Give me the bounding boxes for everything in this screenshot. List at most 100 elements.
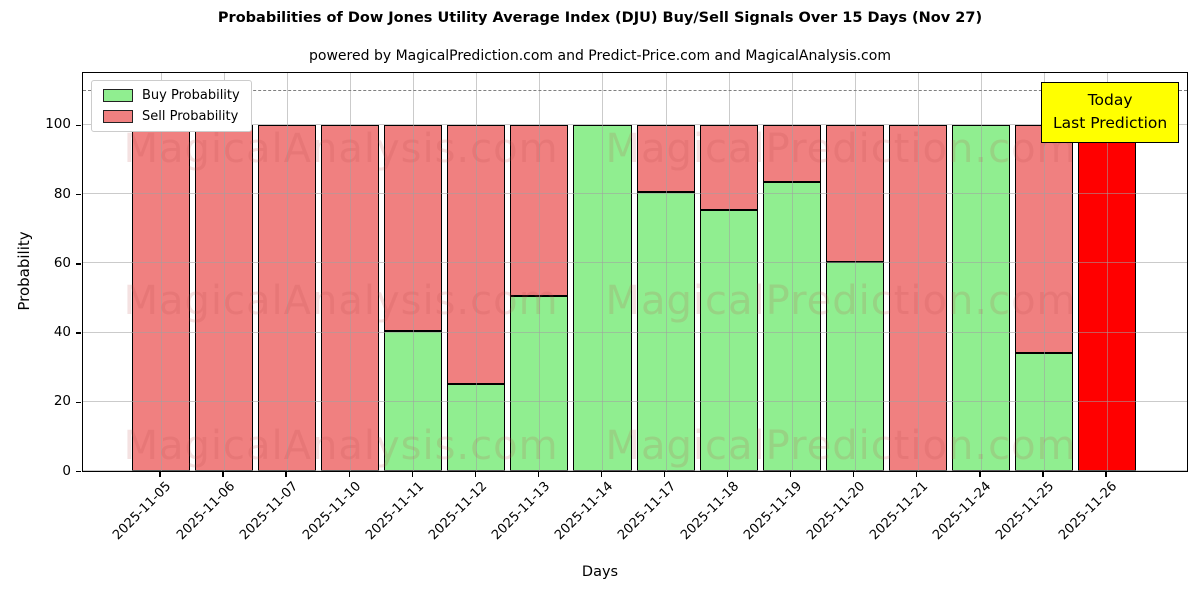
stacked-bar — [825, 73, 884, 471]
stacked-bar — [510, 73, 569, 471]
x-tick — [663, 471, 666, 477]
x-tick-label-text: 2025-11-06 — [173, 478, 238, 543]
y-tick — [75, 332, 81, 334]
stacked-bar — [573, 73, 632, 471]
y-tick-label: 40 — [53, 324, 71, 341]
buy-segment — [636, 192, 695, 471]
x-tick-label-text: 2025-11-12 — [425, 478, 490, 543]
stacked-bar — [636, 73, 695, 471]
y-axis-label: Probability — [15, 231, 33, 311]
x-tick-label-text: 2025-11-18 — [678, 478, 743, 543]
y-tick-label: 100 — [45, 116, 71, 133]
legend-swatch-buy — [103, 89, 133, 102]
x-tick-label-text: 2025-11-21 — [867, 478, 932, 543]
x-tick-label-text: 2025-11-17 — [615, 478, 680, 543]
x-tick — [285, 471, 287, 477]
stacked-bar — [699, 73, 758, 471]
x-tick-label-text: 2025-11-26 — [1056, 478, 1121, 543]
sell-segment — [447, 124, 506, 385]
buy-segment — [384, 330, 443, 471]
buy-segment — [447, 384, 506, 471]
x-tick-label-text: 2025-11-10 — [299, 478, 364, 543]
buy-segment — [1014, 353, 1073, 471]
buy-segment — [573, 124, 632, 471]
legend-item-buy: Buy Probability — [103, 88, 240, 103]
sell-segment — [384, 124, 443, 331]
y-tick — [75, 470, 81, 473]
legend: Buy Probability Sell Probability — [91, 80, 252, 132]
legend-item-sell: Sell Probability — [103, 109, 240, 124]
buy-segment — [510, 296, 569, 471]
stacked-bar — [195, 73, 254, 471]
x-tick — [411, 471, 413, 477]
y-tick — [75, 401, 81, 403]
buy-segment — [825, 261, 884, 471]
chart-title: Probabilities of Dow Jones Utility Avera… — [217, 10, 983, 26]
y-tick — [75, 124, 81, 127]
y-tick — [75, 193, 81, 196]
stacked-bar — [132, 73, 191, 471]
x-tick — [348, 471, 350, 477]
plot-area: MagicalAnalysis.comMagicalPrediction.com… — [82, 72, 1188, 472]
stacked-bar — [384, 73, 443, 471]
y-tick-label: 20 — [53, 393, 71, 410]
x-tick-label-text: 2025-11-14 — [552, 478, 617, 543]
stacked-bar — [888, 73, 947, 471]
legend-label-buy: Buy Probability — [142, 88, 240, 103]
x-tick — [222, 471, 224, 477]
x-tick-label-text: 2025-11-20 — [804, 478, 869, 543]
x-tick — [1042, 471, 1044, 477]
x-tick-label-text: 2025-11-05 — [110, 478, 175, 543]
x-tick — [853, 471, 855, 477]
x-tick — [600, 471, 603, 477]
sell-segment — [510, 124, 569, 297]
y-tick — [75, 263, 81, 265]
x-tick-label-text: 2025-11-24 — [930, 478, 995, 543]
sell-segment — [195, 124, 254, 471]
x-tick-label-text: 2025-11-25 — [993, 478, 1058, 543]
stacked-bar — [951, 73, 1010, 471]
stacked-bar — [762, 73, 821, 471]
y-tick-label: 60 — [53, 254, 71, 271]
x-tick-label-text: 2025-11-19 — [741, 478, 806, 543]
buy-segment — [762, 182, 821, 471]
bars-layer — [83, 73, 1187, 471]
x-tick — [726, 471, 729, 477]
x-tick — [979, 471, 981, 477]
sell-segment — [825, 124, 884, 262]
sell-segment — [762, 124, 821, 183]
x-tick — [789, 471, 792, 477]
x-tick — [537, 471, 540, 477]
today-annotation-line2: Last Prediction — [1053, 114, 1168, 133]
today-annotation-box: Today Last Prediction — [1041, 82, 1180, 143]
today-annotation-line1: Today — [1087, 91, 1133, 109]
legend-swatch-sell — [103, 110, 133, 123]
x-tick — [474, 471, 477, 477]
last-prediction-segment — [1077, 124, 1136, 471]
x-tick-label-text: 2025-11-07 — [236, 478, 301, 543]
sell-segment — [699, 124, 758, 210]
x-tick — [916, 471, 918, 477]
sell-segment — [258, 124, 317, 471]
x-tick-label-text: 2025-11-13 — [488, 478, 554, 543]
stacked-bar — [258, 73, 317, 471]
x-tick-label-text: 2025-11-11 — [362, 478, 427, 543]
legend-label-sell: Sell Probability — [142, 109, 239, 124]
y-tick-label: 80 — [53, 185, 71, 202]
dashed-guide-line — [83, 90, 1187, 92]
stacked-bar — [321, 73, 380, 471]
x-axis-label: Days — [581, 564, 619, 580]
y-tick-label: 0 — [62, 462, 71, 479]
sell-segment — [636, 124, 695, 193]
buy-segment — [951, 124, 1010, 471]
x-tick — [159, 471, 161, 477]
sell-segment — [132, 124, 191, 471]
sell-segment — [1014, 124, 1073, 354]
stacked-bar — [447, 73, 506, 471]
sell-segment — [888, 124, 947, 471]
x-tick — [1105, 471, 1107, 477]
buy-segment — [699, 209, 758, 471]
sell-segment — [321, 124, 380, 471]
chart-subtitle: powered by MagicalPrediction.com and Pre… — [309, 48, 891, 64]
